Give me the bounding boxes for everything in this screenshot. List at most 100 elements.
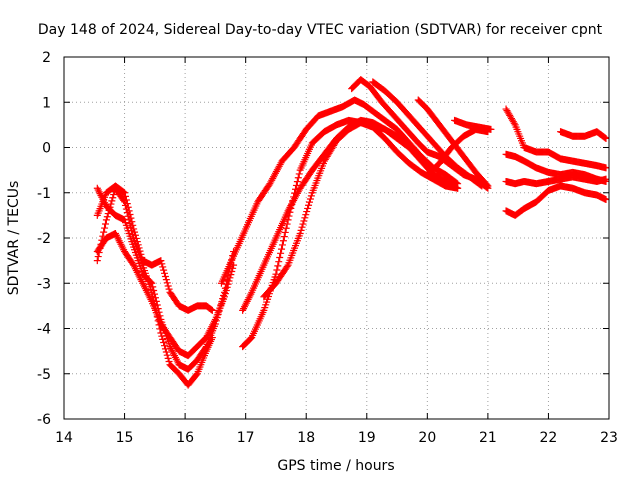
data-point [292,181,300,189]
data-point [278,245,286,253]
data-point [208,306,216,314]
data-point [131,231,139,239]
data-point [207,306,215,314]
data-point [279,237,287,245]
data-point [137,250,145,258]
y-tick-label: -4 [37,322,51,338]
data-point [295,170,303,178]
data-point [110,191,118,199]
data-point [405,141,413,149]
data-point [136,247,144,255]
series-track-13 [451,116,495,133]
data-point [127,214,135,222]
series-track-14 [502,105,610,172]
data-point [147,278,155,286]
data-point [510,119,518,127]
data-point [100,228,108,236]
data-point [280,233,288,241]
y-axis-label: SDTVAR / TECUs [6,181,22,296]
data-point [274,262,282,270]
data-point [162,276,170,284]
series-track-10 [369,78,486,190]
data-point [278,241,286,249]
data-point [305,201,313,209]
data-point [299,220,307,228]
series-track-8 [239,116,413,351]
data-point [101,220,109,228]
data-point [602,164,610,172]
data-point [121,192,129,200]
data-point [602,175,610,183]
data-point [287,204,295,212]
data-point [131,228,139,236]
series-track-12 [423,125,492,179]
data-point [285,212,293,220]
x-tick-label: 22 [540,430,558,446]
data-point [109,194,117,202]
series-track-11 [414,96,492,190]
data-point [201,344,209,352]
data-point [602,134,610,142]
x-tick-label: 15 [116,430,134,446]
data-point [290,193,298,201]
data-point [151,290,159,298]
data-point [224,280,232,288]
x-tick-label: 14 [55,430,73,446]
y-tick-label: -6 [37,412,51,428]
series-track-17 [502,182,610,219]
data-point [163,279,171,287]
data-point [162,348,170,356]
data-point [298,223,306,231]
y-tick-label: 2 [42,50,51,66]
data-point [165,358,173,366]
data-point [163,351,171,359]
data-point [296,229,304,237]
data-point [305,198,313,206]
data-point [220,293,228,301]
data-point [277,249,285,257]
data-point [288,201,296,209]
data-point [301,214,309,222]
data-point [272,270,280,278]
x-tick-label: 19 [358,430,376,446]
data-point [286,208,294,216]
x-tick-label: 16 [176,430,194,446]
y-tick-label: -5 [37,367,51,383]
data-point [302,211,310,219]
data-point [300,217,308,225]
x-tick-label: 17 [237,430,255,446]
axis-ticks: 14 15 16 17 18 19 20 21 22 23 -6 -5 -4 -3 -2 -1 0 1 2 [37,50,618,446]
data-point [483,181,491,189]
data-point [102,216,110,224]
data-point [124,203,132,211]
data-point [282,224,290,232]
x-axis-label: GPS time / hours [277,458,394,474]
data-point [289,197,297,205]
data-point [161,342,169,350]
data-point [294,174,302,182]
data-point [454,184,462,192]
data-point [164,354,172,362]
plot-area [93,76,610,389]
data-point [128,218,136,226]
data-point [225,277,233,285]
data-point [121,189,129,197]
data-point [108,197,116,205]
data-point [221,290,229,298]
data-point [478,182,486,190]
data-point [284,216,292,224]
data-point [157,257,165,265]
data-point [303,208,311,216]
x-tick-label: 20 [418,430,436,446]
data-point [150,286,158,294]
data-point [297,226,305,234]
y-tick-label: -1 [37,186,51,202]
data-point [160,339,168,347]
data-point [161,269,169,277]
data-point [159,263,167,271]
data-point [307,192,315,200]
data-point [222,286,230,294]
data-point [273,266,281,274]
data-point [101,224,109,232]
data-point [149,283,157,291]
